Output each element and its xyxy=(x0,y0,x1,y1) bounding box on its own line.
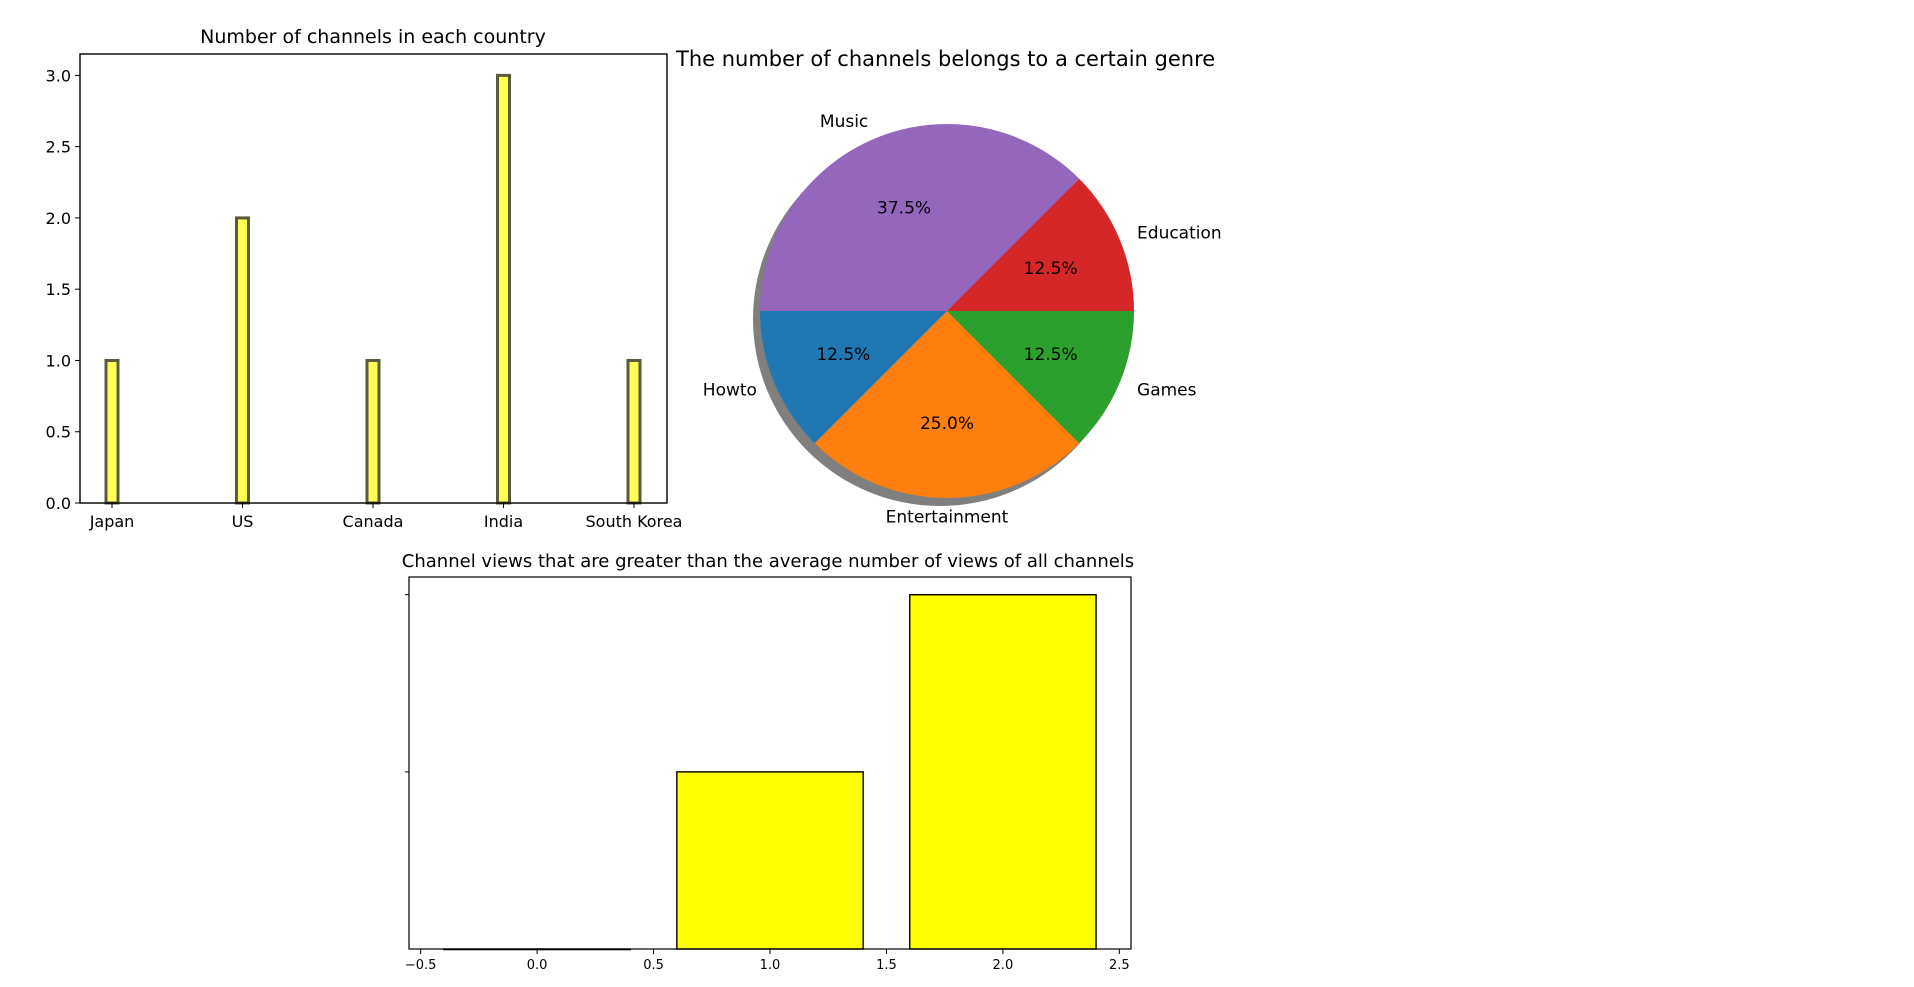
pie-labels: Education 12.5% Music 37.5% Howto 12.5% Entert… xyxy=(703,112,1222,528)
y-tick-label: 1.0 xyxy=(46,351,71,370)
y-tick-label: 2.0 xyxy=(46,209,71,228)
bar xyxy=(909,594,1097,950)
plot-frame xyxy=(408,576,1132,950)
slice-pct-label: 12.5% xyxy=(1024,345,1078,365)
pie-slices xyxy=(759,123,1134,498)
slice-label: Howto xyxy=(703,381,757,401)
y-tick-label: 1.5 xyxy=(46,280,71,299)
y-tick-label: 2.5 xyxy=(46,138,71,157)
x-axis-ticks: −0.5 0.0 0.5 1.0 1.5 2.0 2.5 xyxy=(405,949,1130,973)
x-tick-label: 2.0 xyxy=(993,958,1014,973)
pie-slice xyxy=(760,311,947,444)
x-tick-label: 1.5 xyxy=(876,958,897,973)
y-tick-label: 0.5 xyxy=(46,423,71,442)
x-tick-label: Canada xyxy=(343,512,404,531)
pie-slice xyxy=(814,311,1080,498)
bar xyxy=(104,358,120,505)
slice-label: Games xyxy=(1137,381,1197,401)
plot-frame xyxy=(79,53,668,504)
x-tick-label: US xyxy=(232,512,254,531)
chart-title: Number of channels in each country xyxy=(200,26,546,48)
x-tick-label: Japan xyxy=(89,512,135,531)
slice-pct-label: 12.5% xyxy=(1024,259,1078,279)
bar xyxy=(235,216,250,505)
slice-pct-label: 12.5% xyxy=(816,345,870,365)
x-tick-label: −0.5 xyxy=(405,958,437,973)
bar-group xyxy=(104,73,642,505)
y-axis-ticks xyxy=(405,594,409,773)
bar xyxy=(365,358,381,505)
slice-pct-label: 37.5% xyxy=(877,198,931,218)
chart-views-above-average: Channel views that are greater than the … xyxy=(402,551,1134,973)
slice-label: Music xyxy=(820,112,868,132)
bar-group xyxy=(443,594,1097,951)
x-tick-label: 0.5 xyxy=(643,958,664,973)
y-axis-ticks: 0.0 0.5 1.0 1.5 2.0 2.5 3.0 xyxy=(46,66,80,513)
pie-slice xyxy=(759,123,1080,311)
x-tick-label: South Korea xyxy=(586,512,683,531)
pie-slice xyxy=(947,178,1134,311)
y-tick-label: 0.0 xyxy=(46,494,71,513)
x-tick-label: 2.5 xyxy=(1109,958,1130,973)
x-axis-ticks: Japan US Canada India South Korea xyxy=(89,503,683,531)
slice-pct-label: 25.0% xyxy=(920,414,974,434)
x-tick-label: 1.0 xyxy=(760,958,781,973)
bar xyxy=(626,358,642,505)
pie-slice xyxy=(947,311,1134,444)
bar xyxy=(676,771,864,950)
slice-label: Entertainment xyxy=(886,508,1009,528)
chart-title: The number of channels belongs to a cert… xyxy=(675,47,1215,71)
x-tick-label: 0.0 xyxy=(527,958,548,973)
slice-label: Education xyxy=(1137,223,1222,243)
chart-channels-per-country: Number of channels in each country 0.00.… xyxy=(46,26,683,531)
y-tick-label: 3.0 xyxy=(46,66,71,85)
chart-title: Channel views that are greater than the … xyxy=(402,551,1134,572)
x-tick-label: India xyxy=(484,512,523,531)
chart-genre-pie: The number of channels belongs to a cert… xyxy=(675,47,1222,528)
bar xyxy=(496,73,511,505)
